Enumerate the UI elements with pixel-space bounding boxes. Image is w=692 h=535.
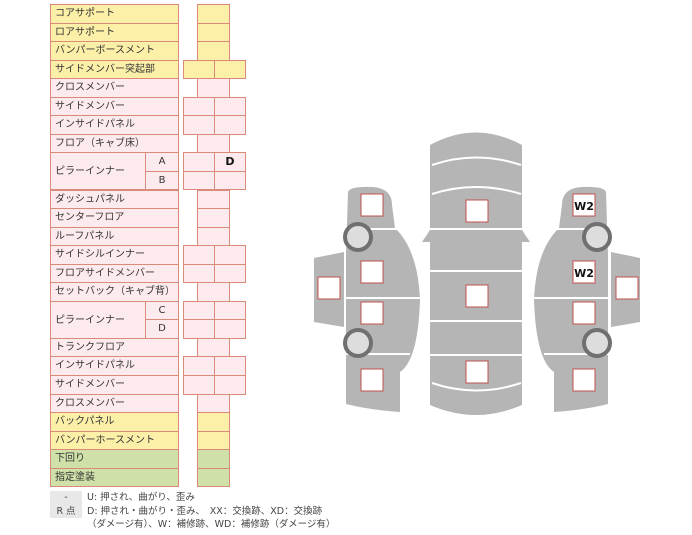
box-left-rear-door[interactable] <box>360 301 384 325</box>
center-body <box>422 132 530 415</box>
box-left-front-door[interactable] <box>360 260 384 284</box>
wheel-icon <box>343 328 373 358</box>
grade-cell-right[interactable] <box>214 375 246 395</box>
legend: - U: 押され、曲がり、歪み R 点 D: 押され・曲がり・歪み、 XX：交換跡、… <box>50 491 335 532</box>
grade-cell-right[interactable] <box>214 263 246 284</box>
grade-cell-right[interactable] <box>214 319 246 339</box>
legend-text: U: 押され、曲がり、歪み <box>87 492 195 503</box>
grade-cell[interactable] <box>197 467 230 488</box>
wheels <box>343 222 612 358</box>
row-label: 指定塗装 <box>50 467 179 488</box>
legend-key: R 点 <box>50 504 82 518</box>
box-center-roof[interactable] <box>465 284 489 308</box>
wheel-icon <box>582 222 612 252</box>
legend-row: R 点 D: 押され・曲がり・歪み、 XX：交換跡、XD：交換跡 <box>50 504 335 518</box>
row-label: ピラーインナー <box>50 300 146 339</box>
box-left-roof[interactable] <box>317 276 341 300</box>
legend-row: （ダメージ有）、W：補修跡、WD：補修跡（ダメージ有） <box>50 518 335 532</box>
box-right-rear-door[interactable] <box>572 301 596 325</box>
legend-row: - U: 押され、曲がり、歪み <box>50 491 335 505</box>
legend-text: （ダメージ有）、W：補修跡、WD：補修跡（ダメージ有） <box>87 519 336 530</box>
grade-cell-right[interactable] <box>214 59 246 80</box>
legend-key: - <box>50 491 82 505</box>
box-center-hood[interactable] <box>465 199 489 223</box>
wheel-icon <box>582 328 612 358</box>
box-left-rear[interactable] <box>360 368 384 392</box>
mark-right-front-door: W2 <box>574 267 594 280</box>
mark-right-front: W2 <box>574 200 594 213</box>
wheel-icon <box>343 222 373 252</box>
box-right-front-door[interactable] <box>572 260 596 284</box>
right-side-panel <box>534 186 608 412</box>
box-center-trunk[interactable] <box>465 360 489 384</box>
panel-lines <box>344 156 610 392</box>
box-right-roof[interactable] <box>615 276 639 300</box>
row-label: ピラーインナー <box>50 152 146 191</box>
box-right-front[interactable] <box>572 193 596 217</box>
box-left-front[interactable] <box>360 193 384 217</box>
grade-cell-right[interactable] <box>214 115 246 135</box>
grade-cell-right[interactable] <box>214 170 246 191</box>
check-boxes <box>317 193 639 392</box>
box-right-rear[interactable] <box>572 368 596 392</box>
legend-text: D: 押され・曲がり・歪み、 XX：交換跡、XD：交換跡 <box>87 505 323 517</box>
